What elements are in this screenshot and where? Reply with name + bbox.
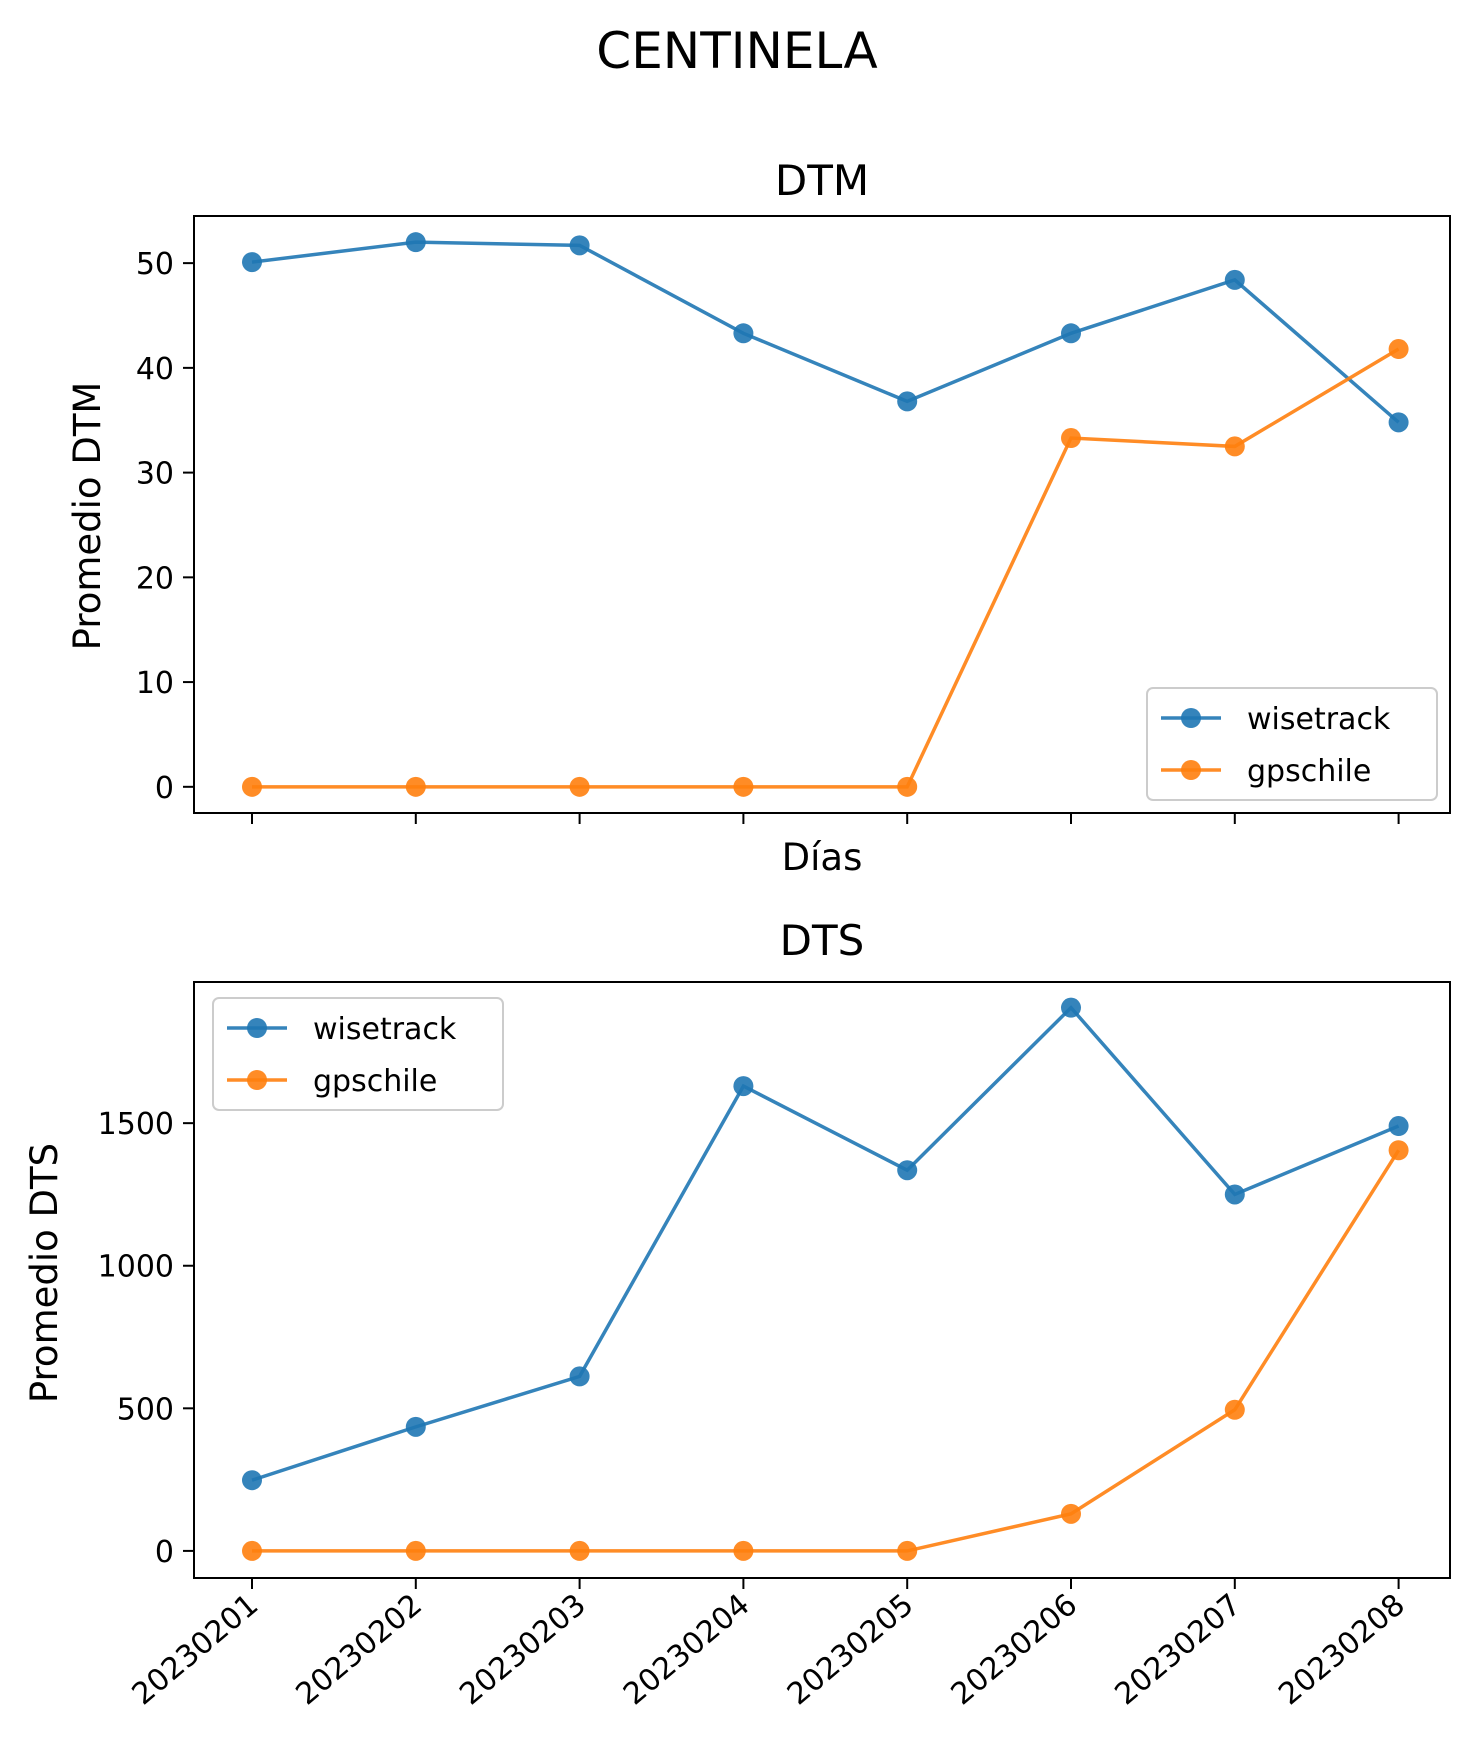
chart-dtm-title: DTM (775, 156, 869, 205)
dts-legend-label-gpschile: gpschile (313, 1064, 437, 1099)
dts-point-wisetrack (242, 1470, 262, 1491)
dtm-point-gpschile (569, 776, 590, 797)
dtm-point-wisetrack (242, 252, 262, 273)
dts-point-wisetrack (405, 1416, 426, 1437)
dtm-point-wisetrack (569, 235, 590, 256)
dtm-ytick-label: 10 (136, 666, 174, 701)
dtm-legend-label-gpschile: gpschile (1247, 754, 1371, 789)
dts-series-line-gpschile (252, 1149, 1401, 1553)
dtm-ytick-label: 40 (136, 352, 174, 387)
dts-point-wisetrack (1224, 1184, 1245, 1205)
dts-legend-marker-gpschile (247, 1070, 267, 1090)
dtm-point-wisetrack (405, 232, 426, 253)
dtm-legend-box (1146, 687, 1438, 801)
dtm-legend-marker-wisetrack (1181, 708, 1201, 728)
dtm-series-line-wisetrack (251, 240, 1400, 424)
dtm-point-wisetrack (897, 391, 918, 412)
dts-point-gpschile (733, 1540, 754, 1561)
dts-point-gpschile (1388, 1140, 1409, 1161)
dtm-point-wisetrack (1061, 323, 1081, 344)
dtm-point-wisetrack (733, 323, 754, 344)
dts-legend-label-wisetrack: wisetrack (313, 1012, 457, 1047)
dtm-point-gpschile (1061, 428, 1081, 449)
dts-ytick-label: 1500 (98, 1107, 174, 1142)
dtm-point-gpschile (1388, 339, 1409, 360)
dtm-point-gpschile (242, 776, 262, 797)
figure-title: CENTINELA (596, 22, 877, 80)
dts-point-gpschile (569, 1540, 590, 1561)
dtm-series-line-gpschile (252, 347, 1400, 789)
dtm-point-wisetrack (1388, 412, 1409, 433)
dtm-point-gpschile (405, 776, 426, 797)
dtm-ytick-label: 50 (136, 247, 174, 282)
dts-legend-marker-wisetrack (247, 1018, 267, 1038)
dts-ytick-label: 1000 (98, 1250, 174, 1285)
dts-point-gpschile (405, 1540, 426, 1561)
dts-point-gpschile (897, 1540, 918, 1561)
dts-ytick-label: 0 (155, 1535, 174, 1570)
dts-legend-box (212, 997, 504, 1111)
dtm-legend-marker-gpschile (1181, 760, 1201, 780)
dts-point-wisetrack (1388, 1116, 1409, 1137)
dts-point-wisetrack (1061, 997, 1081, 1018)
dtm-point-gpschile (733, 776, 754, 797)
dts-ytick-label: 500 (117, 1392, 174, 1427)
dts-point-wisetrack (897, 1160, 918, 1181)
dts-series-line-wisetrack (251, 1005, 1400, 1482)
dtm-point-gpschile (1224, 436, 1245, 457)
dtm-point-wisetrack (1224, 269, 1245, 290)
dts-point-gpschile (1061, 1503, 1081, 1524)
dts-point-gpschile (1224, 1399, 1245, 1420)
dts-plot-frame (193, 981, 1451, 1579)
dtm-point-gpschile (897, 776, 918, 797)
dtm-ytick-label: 30 (136, 457, 174, 492)
chart-dts-title: DTS (780, 916, 865, 965)
dtm-plot-frame (193, 215, 1451, 814)
dts-point-wisetrack (733, 1076, 754, 1097)
dtm-legend-label-wisetrack: wisetrack (1247, 702, 1391, 737)
chart-dtm-xlabel: Días (782, 836, 863, 879)
dtm-ytick-label: 0 (155, 771, 174, 806)
chart-dts-ylabel: Promedio DTS (23, 1143, 66, 1403)
dtm-ytick-label: 20 (136, 561, 174, 596)
dts-point-wisetrack (569, 1366, 590, 1387)
chart-dtm-ylabel: Promedio DTM (66, 382, 109, 651)
dts-point-gpschile (242, 1540, 262, 1561)
chart-dtm-plot: 0 10 20 30 40 50 wisetrack gpschile (136, 215, 1451, 824)
chart-dtm: DTM 0 10 20 30 40 50 wisetrack gpschile Días Pr… (66, 156, 1451, 879)
